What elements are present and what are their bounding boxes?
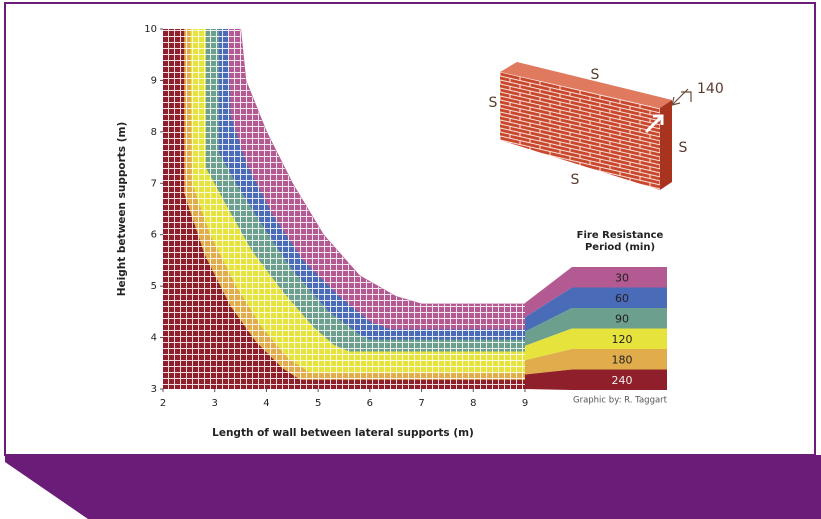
y-axis-label: Height between supports (m) [116, 122, 128, 297]
legend-label: 180 [612, 353, 633, 366]
grid-texture [163, 29, 525, 389]
x-tick-label: 2 [160, 398, 166, 409]
legend-label: 90 [615, 312, 629, 325]
x-tick-label: 7 [418, 398, 424, 409]
y-tick-label: 5 [151, 281, 157, 292]
credit: Graphic by: R. Taggart [573, 396, 668, 406]
x-tick-label: 4 [263, 398, 269, 409]
footer-band [5, 455, 821, 519]
y-tick-label: 10 [144, 24, 157, 35]
legend-label: 240 [612, 374, 633, 387]
legend-title: Fire Resistance Period (min) [570, 230, 670, 254]
y-tick-label: 9 [151, 75, 157, 86]
y-tick-label: 6 [151, 230, 157, 241]
wall-label: S [571, 172, 580, 188]
legend-label: 60 [615, 292, 629, 305]
x-axis-label: Length of wall between lateral supports … [212, 427, 474, 439]
y-tick-label: 4 [151, 333, 157, 344]
legend-label: 30 [615, 271, 629, 284]
page: 30609012018024023456789345678910Length o… [0, 0, 821, 519]
wall-label: S [591, 67, 600, 83]
x-tick-label: 9 [522, 398, 528, 409]
x-tick-label: 6 [367, 398, 373, 409]
y-tick-label: 3 [151, 384, 157, 395]
x-tick-label: 5 [315, 398, 321, 409]
wall-thickness: 140 [697, 81, 724, 97]
y-tick-label: 7 [151, 178, 157, 189]
wall-label: S [489, 95, 498, 111]
legend-swatch [525, 370, 667, 391]
legend-label: 120 [612, 333, 633, 346]
x-tick-label: 3 [212, 398, 218, 409]
x-tick-label: 8 [470, 398, 476, 409]
wall-label: S [679, 140, 688, 156]
y-tick-label: 8 [151, 127, 157, 138]
chart: 30609012018024023456789345678910Length o… [0, 0, 821, 519]
